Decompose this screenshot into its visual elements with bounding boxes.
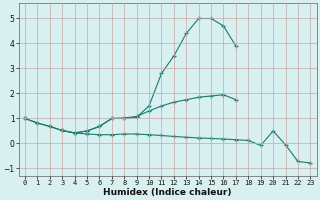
X-axis label: Humidex (Indice chaleur): Humidex (Indice chaleur) [103, 188, 232, 197]
